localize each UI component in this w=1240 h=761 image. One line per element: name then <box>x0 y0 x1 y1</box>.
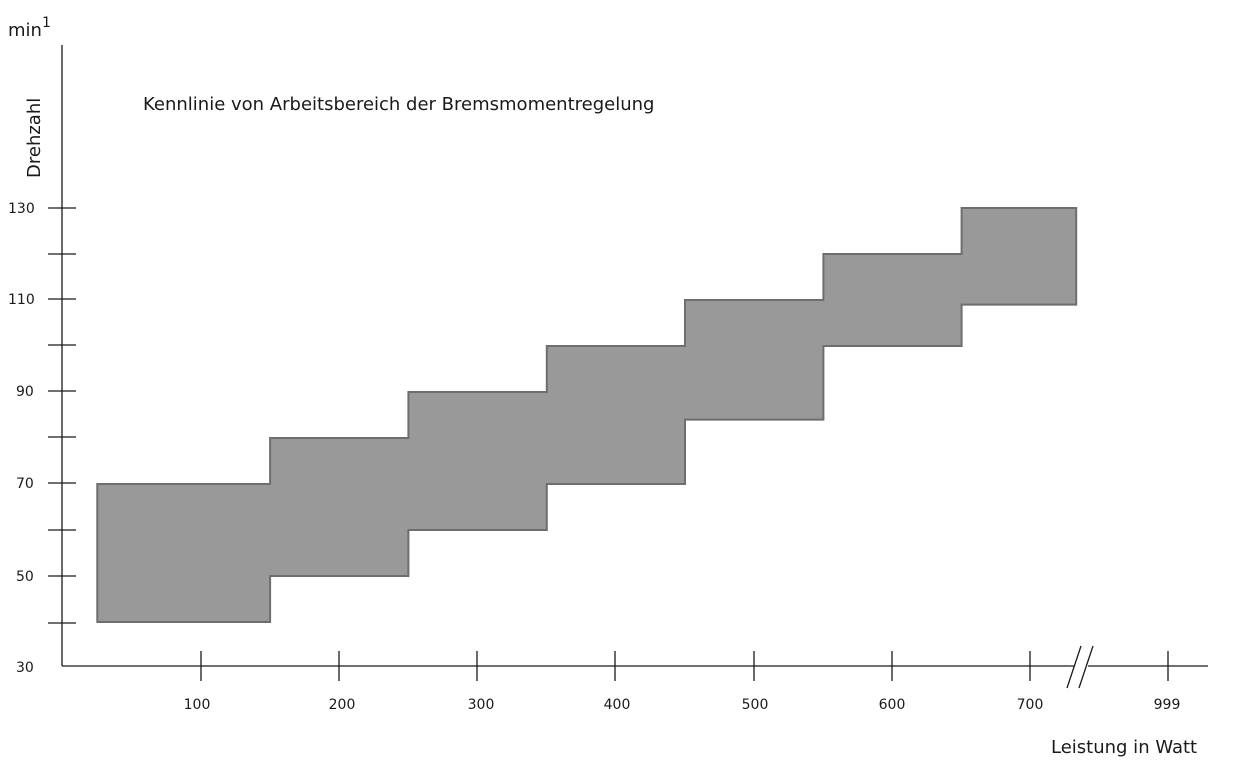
x-tick-label: 400 <box>604 697 631 713</box>
y-tick-label: 110 <box>8 292 35 308</box>
x-tick-label: 999 <box>1154 697 1181 713</box>
y-tick-label: 90 <box>16 384 34 400</box>
x-tick-labels: 100 200 300 400 500 600 700 999 <box>184 697 1181 713</box>
x-tick-label: 200 <box>329 697 356 713</box>
chart-title: Kennlinie von Arbeitsbereich der Bremsmo… <box>143 94 654 115</box>
y-axis-label: Drehzahl <box>24 98 45 178</box>
x-axis-label: Leistung in Watt <box>1051 737 1197 757</box>
y-tick-label: 30 <box>16 660 34 676</box>
y-tick-label: 70 <box>16 476 34 492</box>
x-tick-label: 100 <box>184 697 211 713</box>
x-tick-label: 300 <box>468 697 495 713</box>
y-tick-label: 50 <box>16 569 34 585</box>
y-unit-text: min <box>8 20 42 41</box>
x-tick-label: 500 <box>742 697 769 713</box>
y-ticks <box>48 207 76 624</box>
axis-break-mark-2 <box>1078 645 1094 689</box>
y-tick-label: 130 <box>8 201 35 217</box>
operating-range-band <box>96 207 1078 623</box>
x-ticks <box>200 651 1169 681</box>
y-unit-superscript: 1 <box>42 15 51 31</box>
y-tick-labels: 130 110 90 70 50 30 <box>8 201 35 676</box>
y-unit-label: min1 <box>8 15 51 41</box>
x-tick-label: 600 <box>879 697 906 713</box>
axis-break-mark-1 <box>1066 645 1082 689</box>
x-tick-label: 700 <box>1017 697 1044 713</box>
